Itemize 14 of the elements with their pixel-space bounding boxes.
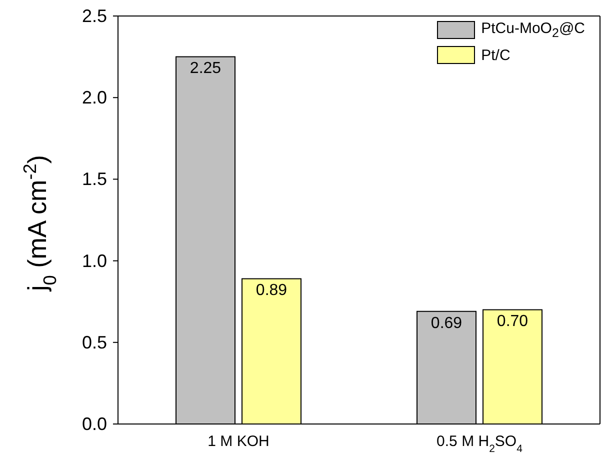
- y-tick-label: 2.5: [82, 6, 107, 26]
- y-tick-label: 1.0: [82, 250, 107, 271]
- y-tick-label: 0.0: [82, 414, 107, 434]
- x-tick-label: 1 M KOH: [208, 433, 270, 450]
- data-label: 2.25: [190, 60, 222, 78]
- data-label: 0.89: [256, 282, 288, 300]
- y-tick-label: 1.5: [82, 169, 107, 190]
- y-tick-label: 0.5: [82, 332, 107, 352]
- legend-label: PtCu-MoO$_{2}$@C: [481, 20, 585, 40]
- data-label: 0.69: [430, 314, 462, 332]
- data-label: 0.70: [496, 313, 528, 330]
- x-tick-label: 0.5 M H$_{2}$SO$_{4}$: [436, 433, 523, 455]
- legend-label: Pt/C: [481, 46, 510, 64]
- y-tick-label: 2.0: [82, 88, 107, 108]
